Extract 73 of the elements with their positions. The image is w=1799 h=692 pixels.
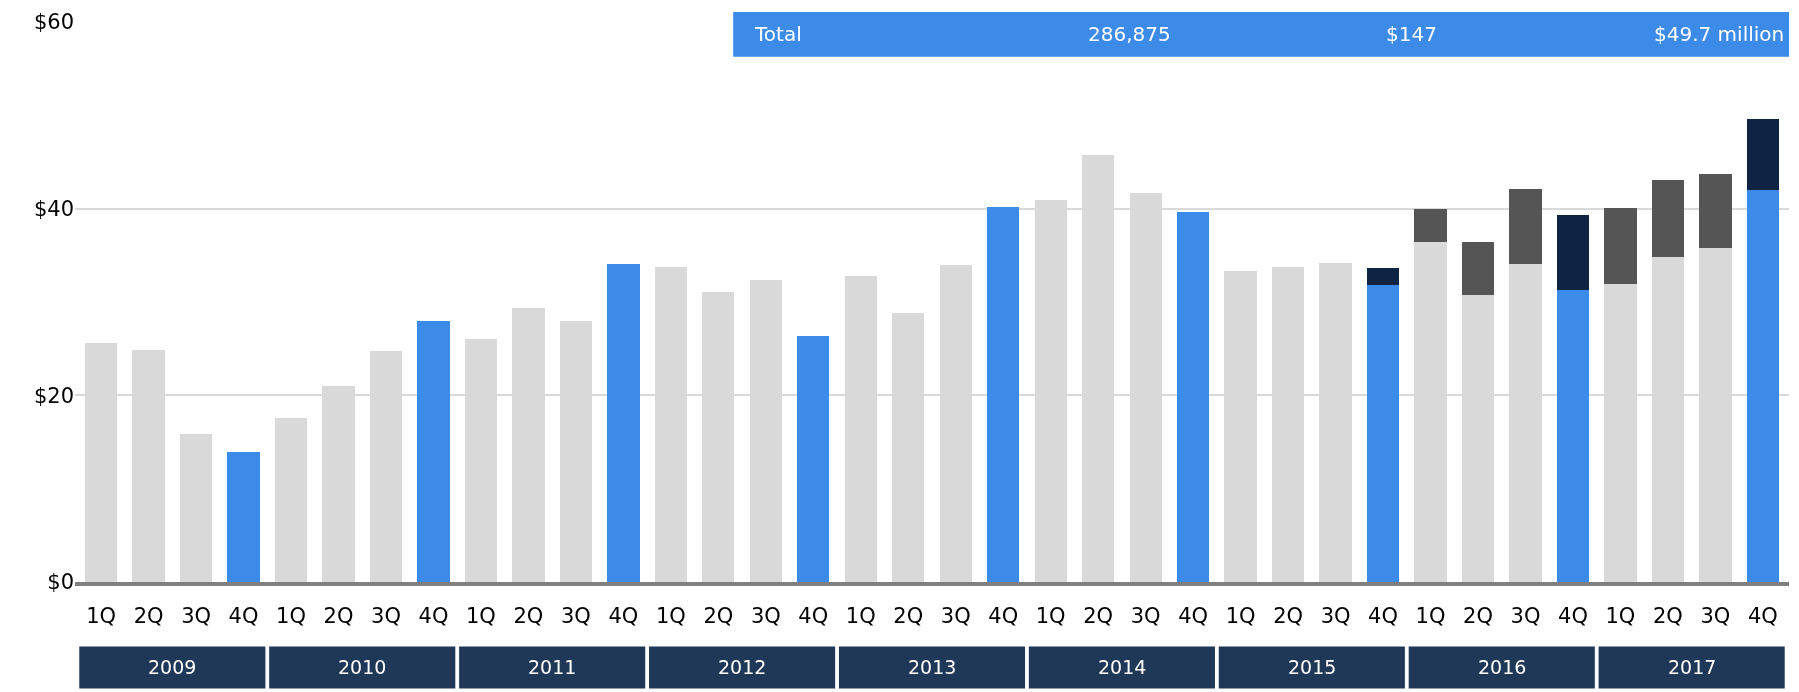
x-tick-label: 3Q [1510,604,1541,629]
y-tick-label: $0 [47,570,74,595]
x-tick-label: 3Q [1130,604,1161,629]
x-tick-label: 3Q [750,604,781,629]
bar [1509,189,1542,264]
x-tick-label: 1Q [1225,604,1256,629]
x-tick-label: 2Q [1083,604,1114,629]
x-tick-label: 2Q [1273,604,1304,629]
bar [1699,174,1732,248]
annotation: $147 [1386,22,1437,46]
x-tick-label: 3Q [181,604,212,629]
x-tick-label: 2Q [703,604,734,629]
annotation: $49.7 million [1654,22,1785,46]
bar [1461,242,1495,296]
x-tick-label: 1Q [466,604,496,629]
x-tick-label: 1Q [1035,604,1066,629]
x-tick-label: 4Q [1368,604,1398,629]
x-tick-label: 3Q [560,604,591,629]
x-tick-label: 2Q [513,604,544,629]
annotation: Total [754,22,802,46]
x-tick-label: 3Q [371,604,401,629]
x-tick-label: 1Q [655,604,686,629]
text: 2016 [1478,656,1527,678]
bar [1746,119,1780,190]
x-tick-label: 2Q [1463,604,1493,629]
x-tick-label: 4Q [1747,604,1778,629]
x-tick-label: 2Q [1652,604,1683,629]
bar [987,206,1020,582]
x-tick-label: 2Q [133,604,164,629]
x-tick-label: 1Q [845,604,876,629]
bar [1414,208,1447,243]
bar [797,335,830,582]
bar [1366,285,1400,582]
y-tick-label: $20 [33,383,74,408]
text: 2013 [908,656,957,678]
x-tick-label: 4Q [228,604,259,629]
x-tick-label: 4Q [608,604,639,629]
text: 2015 [1288,656,1337,678]
bar [1746,190,1780,582]
text: 2017 [1668,656,1717,678]
bar [1651,179,1685,258]
x-tick-label: 2Q [323,604,354,629]
x-tick-label: 3Q [1320,604,1351,629]
x-tick-label: 4Q [418,604,449,629]
x-tick-label: 4Q [798,604,829,629]
x-tick-label: 1Q [1605,604,1636,629]
bar [417,320,450,582]
bar [1556,289,1590,582]
bar [274,417,308,582]
bar [607,263,640,582]
y-tick-label: $60 [33,10,74,35]
x-tick-label: 1Q [1415,604,1446,629]
bar [227,452,260,582]
text: 2011 [528,656,577,678]
text: 2014 [1098,656,1147,678]
x-tick-label: 1Q [86,604,117,629]
text: 2010 [338,656,387,678]
x-tick-label: 1Q [276,604,306,629]
x-tick-label: 2Q [893,604,924,629]
annotation: 286,875 [1088,22,1171,46]
x-tick-label: 4Q [1178,604,1209,629]
bar [179,433,213,582]
bar [1176,212,1210,582]
x-tick-label: 3Q [1700,604,1731,629]
text: 2012 [718,656,767,678]
x-tick-label: 4Q [1558,604,1588,629]
bar [1366,268,1400,286]
x-tick-label: 3Q [940,604,971,629]
text: 2009 [148,656,197,678]
x-tick-label: 4Q [988,604,1019,629]
bar [1604,207,1637,285]
y-tick-label: $40 [33,197,74,222]
bar [1556,215,1590,290]
